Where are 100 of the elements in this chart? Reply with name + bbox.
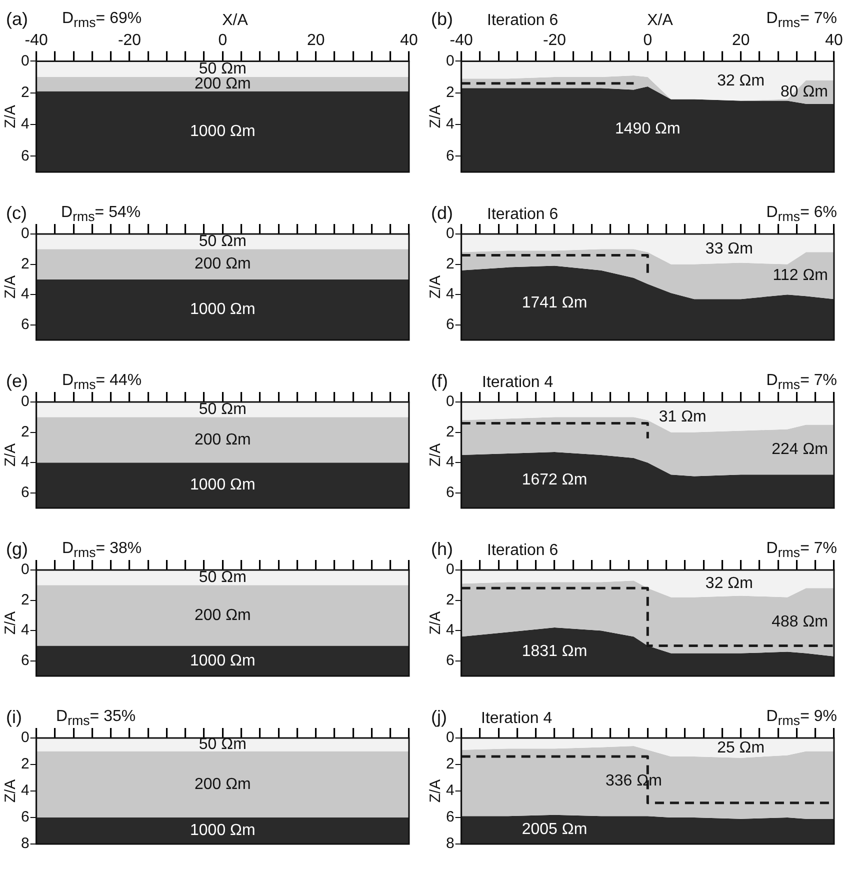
text: D$_{rms}$= 7% — [766, 540, 837, 560]
y-tick-label: 4 — [446, 286, 454, 303]
x-axis-title: X/A — [222, 12, 248, 30]
y-tick-label: 2 — [446, 84, 454, 101]
series-label: 50 Ωm — [198, 400, 246, 418]
series-label: 1000 Ωm — [190, 301, 256, 318]
series-label: 25 Ωm — [717, 739, 765, 756]
x-tick-label: 20 — [306, 32, 325, 50]
y-tick-label: 2 — [21, 756, 30, 773]
text: D$_{rms}$= 6% — [766, 204, 837, 224]
text: D$_{rms}$= 7% — [766, 372, 837, 392]
y-tick-label: 6 — [21, 316, 30, 333]
text: D$_{rms}$= 69% — [62, 10, 142, 30]
y-tick-label: 2 — [446, 423, 454, 440]
y-tick-label: 2 — [446, 255, 454, 272]
series-label: 1000 Ωm — [190, 123, 256, 140]
x-tick-label: 40 — [400, 32, 418, 50]
chart-title: (d) — [431, 203, 453, 224]
x-tick-label: -40 — [450, 32, 474, 50]
y-tick-label: 6 — [21, 147, 30, 164]
y-tick-label: 4 — [21, 782, 30, 800]
text: Iteration 4 — [481, 710, 552, 728]
y-axis-title: Z/A — [2, 104, 20, 128]
y-tick-label: 0 — [21, 225, 30, 242]
y-tick-label: 6 — [446, 652, 454, 669]
text: D$_{rms}$= 9% — [766, 708, 837, 728]
y-axis-title: Z/A — [427, 275, 444, 299]
series-label: 224 Ωm — [772, 441, 828, 458]
y-tick-label: 0 — [21, 561, 30, 578]
series-label: 2005 Ωm — [522, 820, 588, 838]
y-tick-label: 2 — [21, 423, 30, 440]
series-label: 200 Ωm — [194, 76, 251, 93]
y-tick-label: 8 — [446, 835, 454, 852]
series-label: 1000 Ωm — [190, 476, 256, 494]
x-tick-label: 0 — [218, 32, 228, 50]
series-label: 1000 Ωm — [190, 822, 256, 840]
series-label: 200 Ωm — [194, 431, 251, 448]
y-tick-label: 4 — [21, 286, 30, 303]
series-label: 1741 Ωm — [522, 294, 588, 312]
series-label: 80 Ωm — [780, 83, 828, 100]
series-label: 32 Ωm — [705, 575, 753, 592]
y-tick-label: 0 — [446, 393, 454, 410]
text: Iteration 4 — [482, 374, 554, 392]
series-label: 50 Ωm — [198, 568, 246, 586]
series-label: 488 Ωm — [772, 614, 828, 631]
y-axis-title: Z/A — [2, 443, 20, 467]
y-tick-label: 2 — [21, 591, 30, 608]
series-label: 200 Ωm — [194, 256, 251, 273]
y-tick-label: 0 — [446, 561, 454, 578]
y-tick-label: 6 — [21, 652, 30, 669]
series-label: 112 Ωm — [772, 267, 828, 284]
series-label: 50 Ωm — [198, 232, 246, 250]
text: Iteration 6 — [487, 206, 558, 224]
chart-title: (g) — [6, 539, 28, 560]
y-tick-label: 4 — [446, 782, 454, 800]
series-label: 31 Ωm — [658, 408, 706, 426]
y-tick-label: 4 — [446, 622, 454, 639]
x-tick-label: -20 — [118, 32, 142, 50]
series-label: 1831 Ωm — [522, 643, 588, 660]
series-label: 200 Ωm — [194, 606, 251, 624]
y-tick-label: 8 — [21, 835, 30, 852]
y-tick-label: 0 — [21, 52, 30, 70]
y-axis-title: Z/A — [427, 779, 444, 803]
chart-title: (i) — [6, 707, 22, 728]
x-axis-title: X/A — [647, 12, 673, 30]
x-tick-label: 40 — [825, 32, 843, 50]
y-tick-label: 6 — [446, 484, 454, 501]
series-label: 33 Ωm — [705, 240, 753, 258]
chart-title: (a) — [6, 9, 28, 30]
series-label: 200 Ωm — [194, 776, 251, 793]
y-tick-label: 4 — [446, 454, 454, 471]
chart-title: (h) — [431, 539, 453, 560]
series-label: 1490 Ωm — [615, 120, 680, 138]
text: Iteration 6 — [487, 542, 558, 560]
y-tick-label: 4 — [21, 454, 30, 471]
chart-title: (b) — [431, 9, 453, 30]
x-tick-label: -20 — [542, 32, 566, 50]
chart-title: (c) — [6, 203, 27, 224]
chart-title: (j) — [431, 707, 447, 728]
text: D$_{rms}$= 44% — [62, 372, 142, 392]
y-tick-label: 2 — [446, 756, 454, 773]
text: Iteration 6 — [487, 12, 558, 30]
y-tick-label: 2 — [21, 255, 30, 272]
y-tick-label: 4 — [446, 116, 454, 133]
x-tick-label: 20 — [732, 32, 750, 50]
x-tick-label: 0 — [643, 32, 652, 50]
y-tick-label: 6 — [446, 147, 454, 164]
y-tick-label: 6 — [21, 808, 30, 826]
text: D$_{rms}$= 35% — [56, 708, 136, 728]
text: D$_{rms}$= 7% — [766, 10, 837, 30]
y-axis-title: Z/A — [2, 275, 20, 299]
y-axis-title: Z/A — [427, 104, 444, 128]
y-tick-label: 0 — [21, 393, 30, 410]
y-axis-title: Z/A — [427, 443, 444, 467]
y-axis-title: Z/A — [2, 779, 20, 803]
y-tick-label: 6 — [446, 316, 454, 333]
y-tick-label: 6 — [446, 808, 454, 826]
text: D$_{rms}$= 38% — [62, 540, 142, 560]
x-tick-label: -40 — [24, 32, 48, 50]
y-tick-label: 0 — [446, 52, 454, 70]
